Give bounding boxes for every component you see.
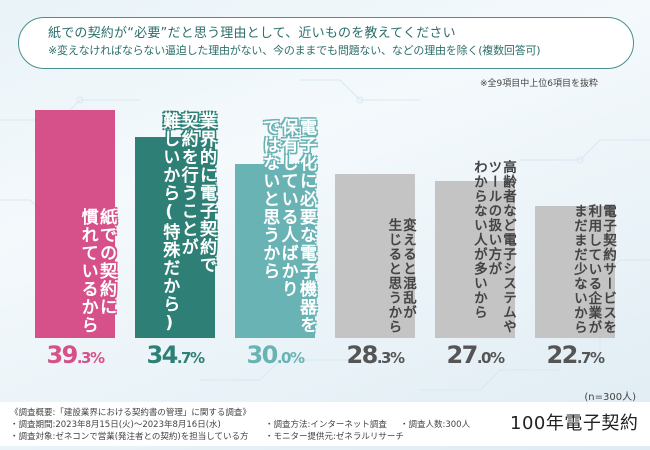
value-int: 39 xyxy=(46,341,78,369)
survey-period: ・調査期間:2023年8月15日(火)〜2023年8月16日(水) xyxy=(10,420,221,430)
bar-label-4: 変えると混乱が 生じると思うから xyxy=(385,218,416,334)
survey-target: ・調査対象:ゼネコンで営業(発注者との契約)を担当している方 xyxy=(10,432,249,442)
value-int: 34 xyxy=(146,341,178,369)
bar-label-5: 高齢者など電子システムや ツールの扱い方が わからない人が多いから xyxy=(470,160,516,334)
bar-label-3: 電子化に必要な電子機器を 保有している人ばかり ではないと思うから xyxy=(259,118,316,334)
value-int: 27 xyxy=(446,341,478,369)
value-label-3: 30.0% xyxy=(235,341,315,369)
value-label-2: 34.7% xyxy=(135,341,215,369)
survey-overview: 《調査概要:「建設業界における契約書の管理」に関する調査》 xyxy=(10,408,251,418)
value-label-4: 28.3% xyxy=(335,341,415,369)
survey-footer: 《調査概要:「建設業界における契約書の管理」に関する調査》 ・調査期間:2023… xyxy=(0,402,650,446)
value-label-1: 39.3% xyxy=(35,341,115,369)
bar-label-2: 業界的に電子契約で 契約を行うことが 難しいから(特殊だから) xyxy=(159,112,216,334)
value-dec: .3% xyxy=(376,349,405,367)
question-title: 紙での契約が“必要”だと思う理由として、近いものを教えてください xyxy=(48,26,456,41)
selection-note: ※全9項目中上位6項目を抜粋 xyxy=(480,79,598,89)
value-dec: .0% xyxy=(476,349,505,367)
question-title-box xyxy=(18,17,634,69)
value-label-6: 22.7% xyxy=(535,341,615,369)
bar-2 xyxy=(135,136,215,338)
value-int: 28 xyxy=(346,341,378,369)
brand-logo: 100年電子契約 xyxy=(510,413,639,434)
value-dec: .7% xyxy=(576,349,605,367)
value-label-5: 27.0% xyxy=(435,341,515,369)
value-int: 22 xyxy=(546,341,578,369)
bar-6 xyxy=(535,206,615,338)
bar-label-1: 紙での契約に 慣れているから xyxy=(77,208,116,334)
value-dec: .7% xyxy=(176,349,205,367)
sample-size-label: (n=300人) xyxy=(584,392,636,403)
bar-5 xyxy=(435,181,515,338)
value-int: 30 xyxy=(246,341,278,369)
question-subtitle: ※変えなければならない逼迫した理由がない、今のままでも問題ない、などの理由を除く… xyxy=(48,44,541,57)
survey-method: ・調査方法:インターネット調査 xyxy=(265,420,387,430)
survey-count: ・調査人数:300人 xyxy=(400,420,471,430)
bar-3 xyxy=(235,164,315,338)
bar-label-6: 電子契約サービスを 利用している企業が まだまだ少ないから xyxy=(570,203,616,335)
value-dec: .3% xyxy=(76,349,105,367)
value-dec: .0% xyxy=(276,349,305,367)
bar-4 xyxy=(335,173,415,338)
bar-1 xyxy=(35,110,115,338)
monitor-provider: ・モニター提供元:ゼネラルリサーチ xyxy=(265,432,404,442)
